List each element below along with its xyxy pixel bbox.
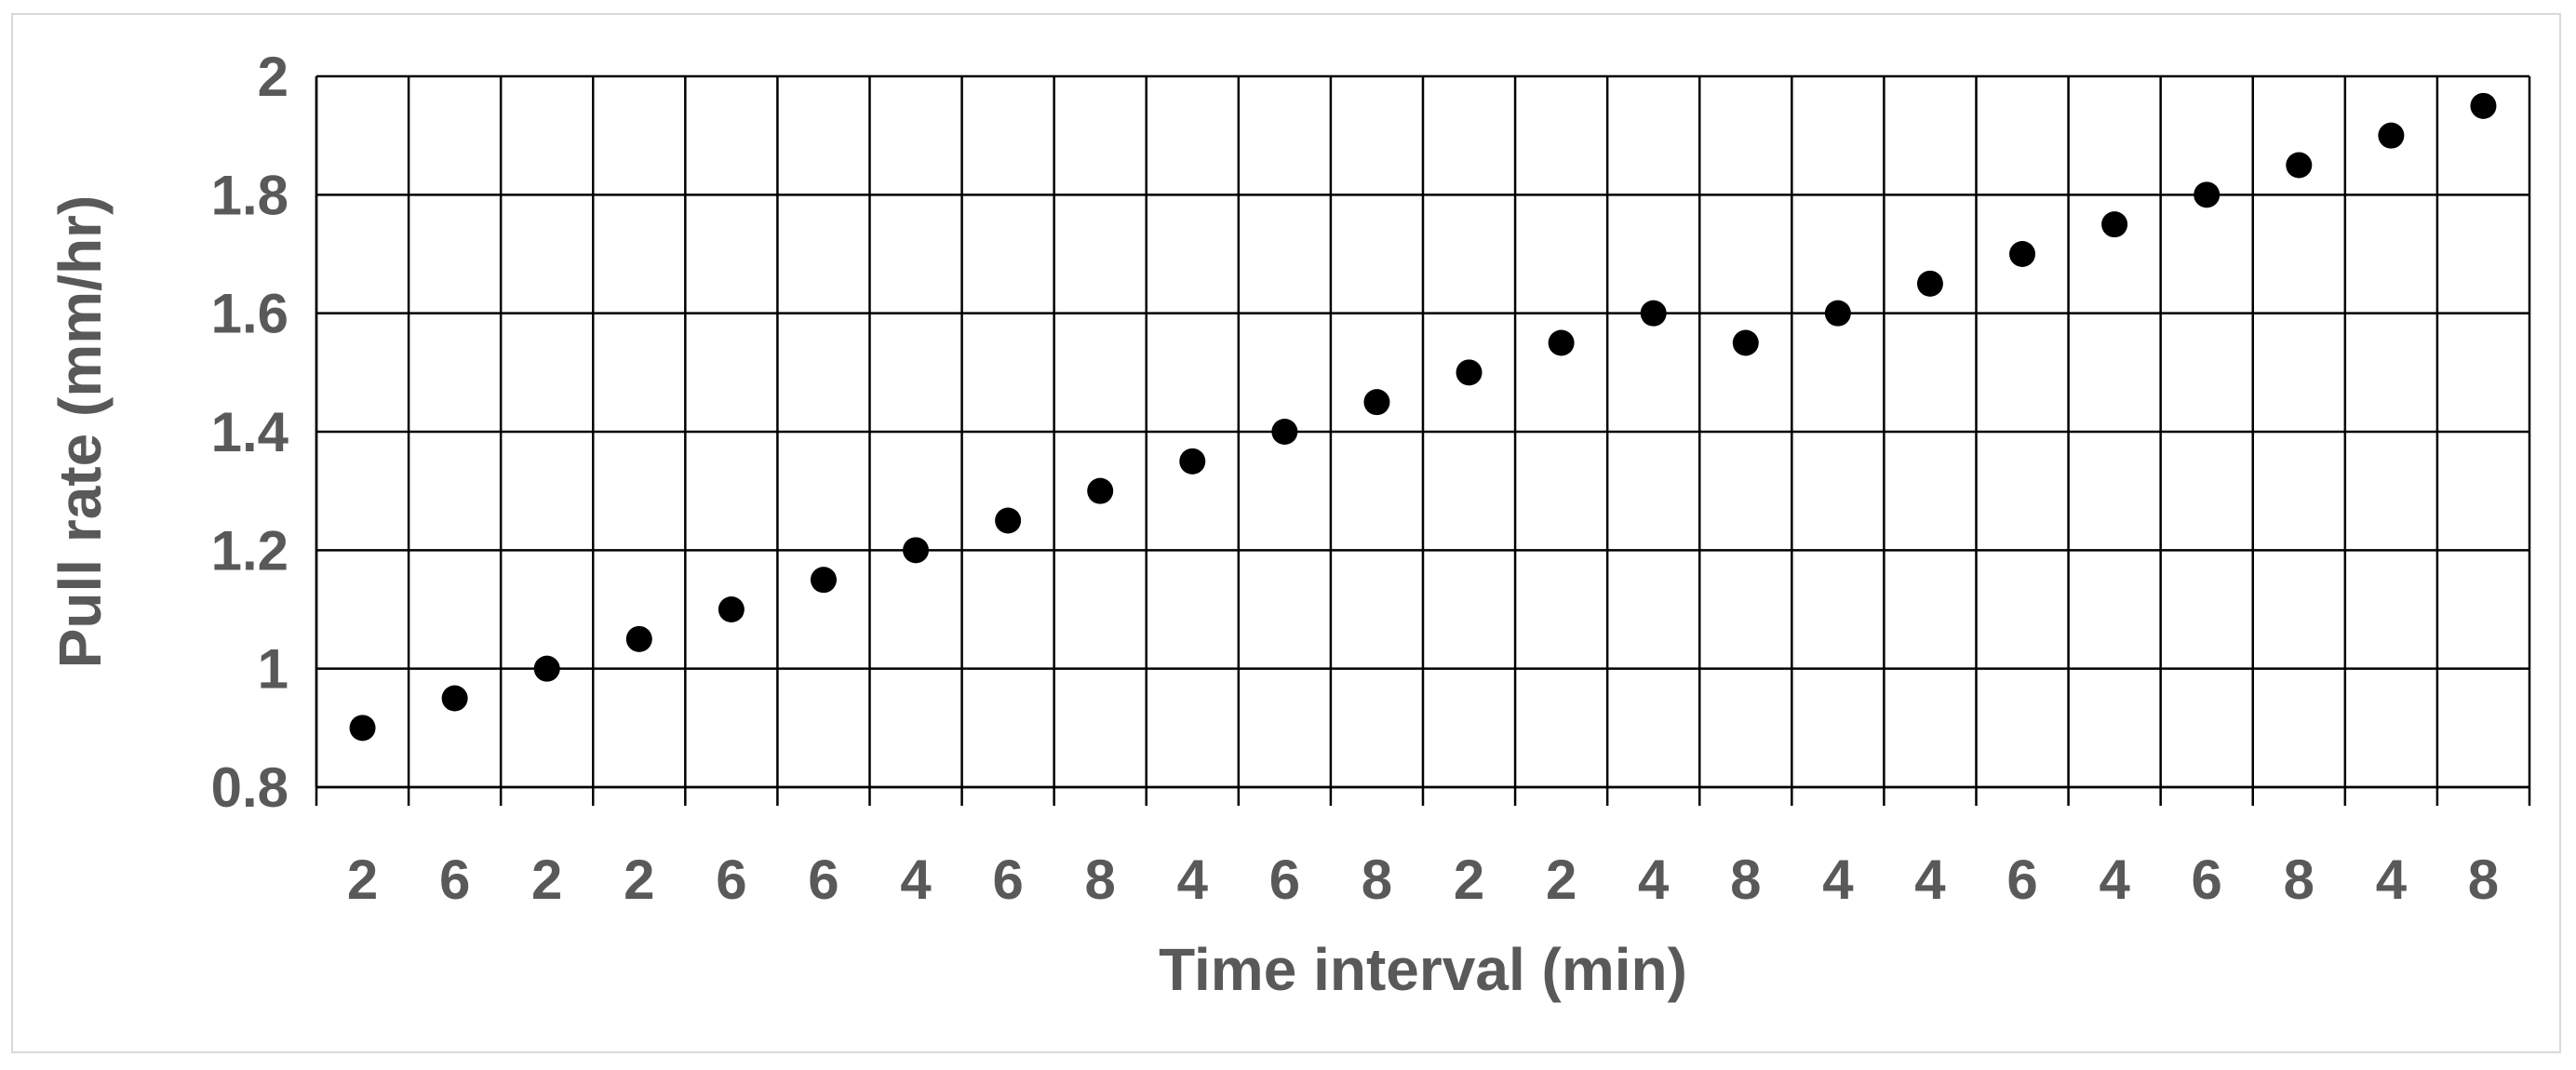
data-point bbox=[1824, 300, 1851, 327]
x-tick-label: 8 bbox=[2284, 849, 2314, 911]
data-point bbox=[2009, 241, 2036, 267]
data-point bbox=[1916, 270, 1943, 297]
y-tick-labels: 0.8 1 1.2 1.4 1.6 1.8 2 bbox=[211, 46, 289, 819]
data-point bbox=[2194, 181, 2220, 208]
grid bbox=[315, 74, 2531, 806]
x-tick-label: 6 bbox=[716, 849, 746, 911]
x-tick-label: 8 bbox=[1085, 849, 1116, 911]
y-tick-label: 1.4 bbox=[211, 401, 289, 463]
y-tick-label: 1 bbox=[258, 638, 288, 701]
x-tick-label: 6 bbox=[2006, 849, 2037, 911]
x-tick-label: 4 bbox=[2376, 849, 2408, 911]
data-point bbox=[903, 537, 930, 564]
y-tick-label: 1.8 bbox=[211, 164, 288, 226]
x-tick-label: 2 bbox=[531, 849, 562, 911]
x-tick-label: 2 bbox=[624, 849, 654, 911]
data-point bbox=[1179, 448, 1206, 475]
data-point bbox=[995, 507, 1022, 534]
y-tick-label: 1.6 bbox=[211, 283, 288, 345]
axes bbox=[315, 76, 2529, 789]
x-tick-label: 6 bbox=[808, 849, 839, 911]
x-tick-label: 8 bbox=[1730, 849, 1761, 911]
y-tick-label: 0.8 bbox=[211, 756, 288, 819]
y-axis-title: Pull rate (mm/hr) bbox=[47, 195, 114, 669]
x-axis-title: Time interval (min) bbox=[1159, 936, 1687, 1003]
data-point bbox=[2378, 122, 2405, 149]
x-tick-label: 4 bbox=[1177, 849, 1209, 911]
data-point bbox=[718, 596, 745, 622]
x-tick-label: 2 bbox=[1454, 849, 1484, 911]
data-point bbox=[1271, 419, 1298, 445]
data-point bbox=[1548, 329, 1575, 356]
data-point bbox=[1456, 359, 1483, 386]
data-point bbox=[810, 567, 837, 594]
x-tick-label: 6 bbox=[439, 849, 470, 911]
x-tick-label: 8 bbox=[1362, 849, 1392, 911]
y-tick-label: 1.2 bbox=[211, 519, 288, 582]
x-tick-label: 4 bbox=[2099, 849, 2130, 911]
x-tick-label: 2 bbox=[1546, 849, 1576, 911]
data-point bbox=[2470, 92, 2497, 119]
data-point bbox=[349, 715, 376, 742]
data-point bbox=[1087, 477, 1114, 504]
data-points bbox=[349, 92, 2497, 742]
data-point bbox=[2286, 152, 2313, 179]
x-tick-label: 6 bbox=[1269, 849, 1300, 911]
data-point bbox=[625, 625, 652, 652]
x-tick-label: 2 bbox=[347, 849, 378, 911]
x-tick-label: 4 bbox=[1638, 849, 1670, 911]
data-point bbox=[1640, 300, 1667, 327]
chart-frame bbox=[11, 13, 2561, 1053]
data-point bbox=[1732, 329, 1759, 356]
x-tick-label: 6 bbox=[2192, 849, 2222, 911]
y-tick-label: 2 bbox=[258, 46, 288, 108]
x-tick-label: 4 bbox=[1822, 849, 1854, 911]
x-tick-label: 4 bbox=[1914, 849, 1946, 911]
x-tick-label: 6 bbox=[992, 849, 1023, 911]
x-tick-label: 8 bbox=[2468, 849, 2499, 911]
data-point bbox=[1363, 389, 1390, 416]
data-point bbox=[2101, 211, 2128, 238]
data-point bbox=[533, 655, 560, 682]
x-tick-label: 4 bbox=[900, 849, 932, 911]
data-point bbox=[441, 685, 468, 712]
